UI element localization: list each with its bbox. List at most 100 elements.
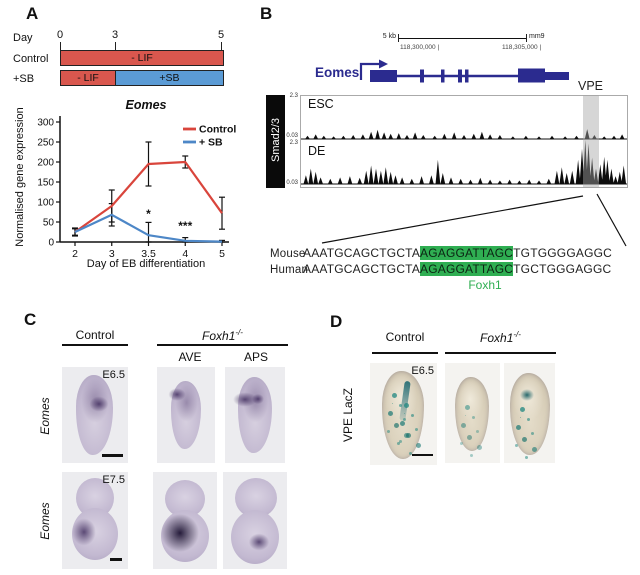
panel-c-label: C	[24, 310, 37, 329]
antibody-label: Smad2/3	[270, 117, 282, 163]
d-stage-label: E6.5	[411, 365, 434, 377]
svg-text:*: *	[146, 207, 151, 221]
c-row1-stage-label: E6.5	[102, 369, 125, 381]
scalebar-tick-right	[526, 34, 528, 42]
lacz-dots	[392, 393, 397, 398]
alignment-row-human: HumanAAATGCAGCTGCTAAGAGGATTAGCTGCTGGGAGG…	[270, 262, 611, 276]
de-scale-min: 0.03	[286, 180, 298, 186]
eomes-stain	[70, 516, 98, 548]
svg-text:4: 4	[182, 248, 188, 260]
sb-sb-bar: +SB	[115, 70, 224, 86]
eomes-stain	[167, 387, 187, 402]
tss-arrow	[359, 62, 379, 80]
track2-label: DE	[308, 144, 326, 158]
de-scale-max: 2.3	[289, 140, 298, 146]
svg-text:2: 2	[72, 248, 78, 260]
svg-text:+ SB: + SB	[199, 137, 223, 149]
c-ave-e65-image	[157, 367, 215, 463]
c-control-underline	[62, 344, 128, 346]
seq-prefix: AAATGCAGCTGCTA	[303, 246, 421, 260]
svg-text:3.5: 3.5	[141, 248, 156, 260]
coordinate-left: 118,300,000 |	[400, 44, 440, 51]
eomes-stain	[247, 532, 271, 552]
coordinate-right: 118,305,000 |	[502, 44, 542, 51]
control-lif-bar: - LIF	[60, 50, 224, 66]
eomes-stain-dark	[161, 514, 199, 552]
c-control-e75-image: E7.5	[62, 472, 128, 569]
d-knockout-image-1	[445, 363, 500, 463]
embryo	[510, 373, 550, 455]
svg-text:150: 150	[37, 178, 54, 189]
gene-name-label: Eomes	[315, 65, 360, 80]
gene-exon-1	[370, 70, 397, 82]
gene-model-svg	[359, 59, 569, 83]
tss-arrowhead	[379, 59, 388, 69]
c-row2-gene-label: Eomes	[38, 502, 52, 540]
c-knockout-underline	[157, 344, 288, 346]
c-row2-stage-label: E7.5	[102, 474, 125, 486]
assembly-label: mm9	[529, 33, 545, 40]
svg-text:Control: Control	[199, 124, 236, 136]
scalebar-tick-left	[398, 34, 400, 42]
timeline-tick-3: 3	[111, 29, 119, 41]
panel-b-label: B	[260, 4, 273, 23]
d-control-image: E6.5	[370, 363, 437, 465]
track1-label: ESC	[308, 97, 334, 111]
gene-exon-4	[458, 69, 462, 83]
timeline-day-label: Day	[13, 32, 33, 44]
connector-lines-svg	[321, 193, 627, 247]
scale-bar	[110, 558, 122, 561]
d-ko-gene: Foxh1	[480, 331, 514, 345]
scalebar-line	[399, 38, 527, 40]
timeline-row1-label: Control	[13, 53, 49, 65]
c-aps-e65-image	[225, 367, 285, 463]
svg-text:250: 250	[37, 138, 54, 149]
seq-suffix: TGCTGGGAGGC	[513, 262, 612, 276]
d-control-header: Control	[385, 330, 425, 344]
smad-tracks-svg	[301, 129, 627, 185]
svg-text:5: 5	[219, 248, 225, 260]
esc-scale-min: 0.03	[286, 133, 298, 139]
timeline-tickmark	[60, 42, 62, 50]
embryo	[76, 375, 113, 455]
d-knockout-header: Foxh1-/-	[445, 330, 556, 345]
svg-text:100: 100	[37, 198, 54, 209]
svg-text:3: 3	[109, 248, 115, 260]
sb-lif-bar: - LIF	[60, 70, 116, 86]
lacz-dots	[520, 407, 525, 412]
scale-bar	[102, 454, 123, 457]
gene-exon-5	[465, 69, 469, 83]
svg-text:200: 200	[37, 158, 54, 169]
c-ko-sup: -/-	[235, 328, 243, 337]
lacz-spot	[520, 389, 534, 401]
foxh1-motif: AGAGGATTAGC	[420, 246, 514, 260]
sb-sb-bar-text: +SB	[159, 72, 180, 84]
c-row1-gene-label: Eomes	[38, 397, 52, 435]
panel-d-label: D	[330, 312, 343, 331]
chart-x-axis-label: Day of EB differentiation	[86, 258, 206, 270]
scalebar-length-label: 5 kb	[382, 33, 396, 40]
c-subheader-aps: APS	[243, 350, 268, 364]
antibody-sidebar	[266, 95, 285, 188]
connector-line-left	[321, 195, 584, 244]
sb-lif-bar-text: - LIF	[77, 72, 99, 84]
embryo	[238, 377, 272, 453]
esc-scale-max: 2.3	[289, 93, 298, 99]
seq-suffix: TGTGGGGAGGC	[513, 246, 613, 260]
timeline-tickmark	[221, 42, 223, 50]
embryo	[455, 377, 489, 451]
gene-exon-2	[420, 69, 424, 83]
d-ko-sup: -/-	[513, 330, 521, 339]
timeline-tick-0: 0	[56, 29, 64, 41]
vpe-highlight-band	[583, 95, 599, 188]
gene-exon-3	[441, 69, 445, 83]
c-knockout-header: Foxh1-/-	[157, 328, 288, 343]
svg-text:***: ***	[178, 219, 192, 233]
foxh1-motif: AGAGGATTAGC	[420, 262, 514, 276]
d-row-label: VPE LacZ	[341, 387, 355, 443]
lacz-dots	[465, 405, 470, 410]
eomes-stain	[88, 395, 110, 413]
panel-a-label: A	[26, 4, 39, 23]
